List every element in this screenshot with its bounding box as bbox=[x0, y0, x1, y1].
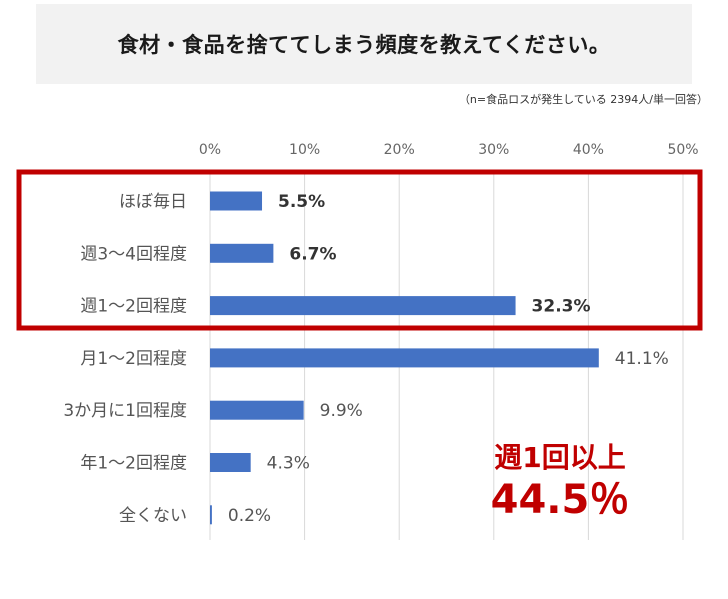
tick-label-10: 10% bbox=[289, 142, 320, 158]
category-label: 3か月に1回程度 bbox=[63, 401, 187, 421]
tick-label-40: 40% bbox=[573, 142, 604, 158]
value-label: 9.9% bbox=[320, 401, 363, 421]
chart-title: 食材・食品を捨ててしまう頻度を教えてください。 bbox=[117, 33, 611, 57]
callout: 週1回以上 44.5％ bbox=[440, 440, 680, 524]
category-label: 全くない bbox=[119, 506, 187, 526]
highlight-frame bbox=[16, 169, 703, 331]
bar bbox=[210, 243, 274, 263]
tick-label-50: 50% bbox=[667, 142, 698, 158]
tick-label-30: 30% bbox=[478, 142, 509, 158]
value-label: 5.5% bbox=[278, 192, 325, 212]
tick-label-20: 20% bbox=[384, 142, 415, 158]
bar bbox=[210, 400, 304, 420]
sample-note: （n=食品ロスが発生している 2394人/単一回答） bbox=[458, 93, 708, 106]
callout-line1: 週1回以上 bbox=[494, 441, 626, 474]
tick-label-0: 0% bbox=[199, 142, 221, 158]
value-label: 41.1% bbox=[615, 349, 669, 369]
callout-line2: 44.5％ bbox=[490, 477, 630, 523]
category-label: 月1～2回程度 bbox=[80, 349, 187, 369]
bar bbox=[210, 296, 516, 316]
category-label: 週1～2回程度 bbox=[80, 297, 187, 317]
category-label: 週3～4回程度 bbox=[80, 244, 187, 264]
value-label: 4.3% bbox=[267, 454, 310, 474]
bar bbox=[210, 348, 599, 368]
bar bbox=[210, 453, 251, 472]
category-label: 年1～2回程度 bbox=[80, 454, 187, 474]
value-label: 32.3% bbox=[532, 297, 591, 317]
bar bbox=[210, 505, 212, 525]
bar bbox=[210, 191, 263, 211]
category-label: ほぼ毎日 bbox=[119, 192, 187, 212]
title-box: 食材・食品を捨ててしまう頻度を教えてください。 bbox=[36, 4, 692, 84]
value-label: 0.2% bbox=[228, 506, 271, 526]
value-label: 6.7% bbox=[289, 244, 336, 264]
